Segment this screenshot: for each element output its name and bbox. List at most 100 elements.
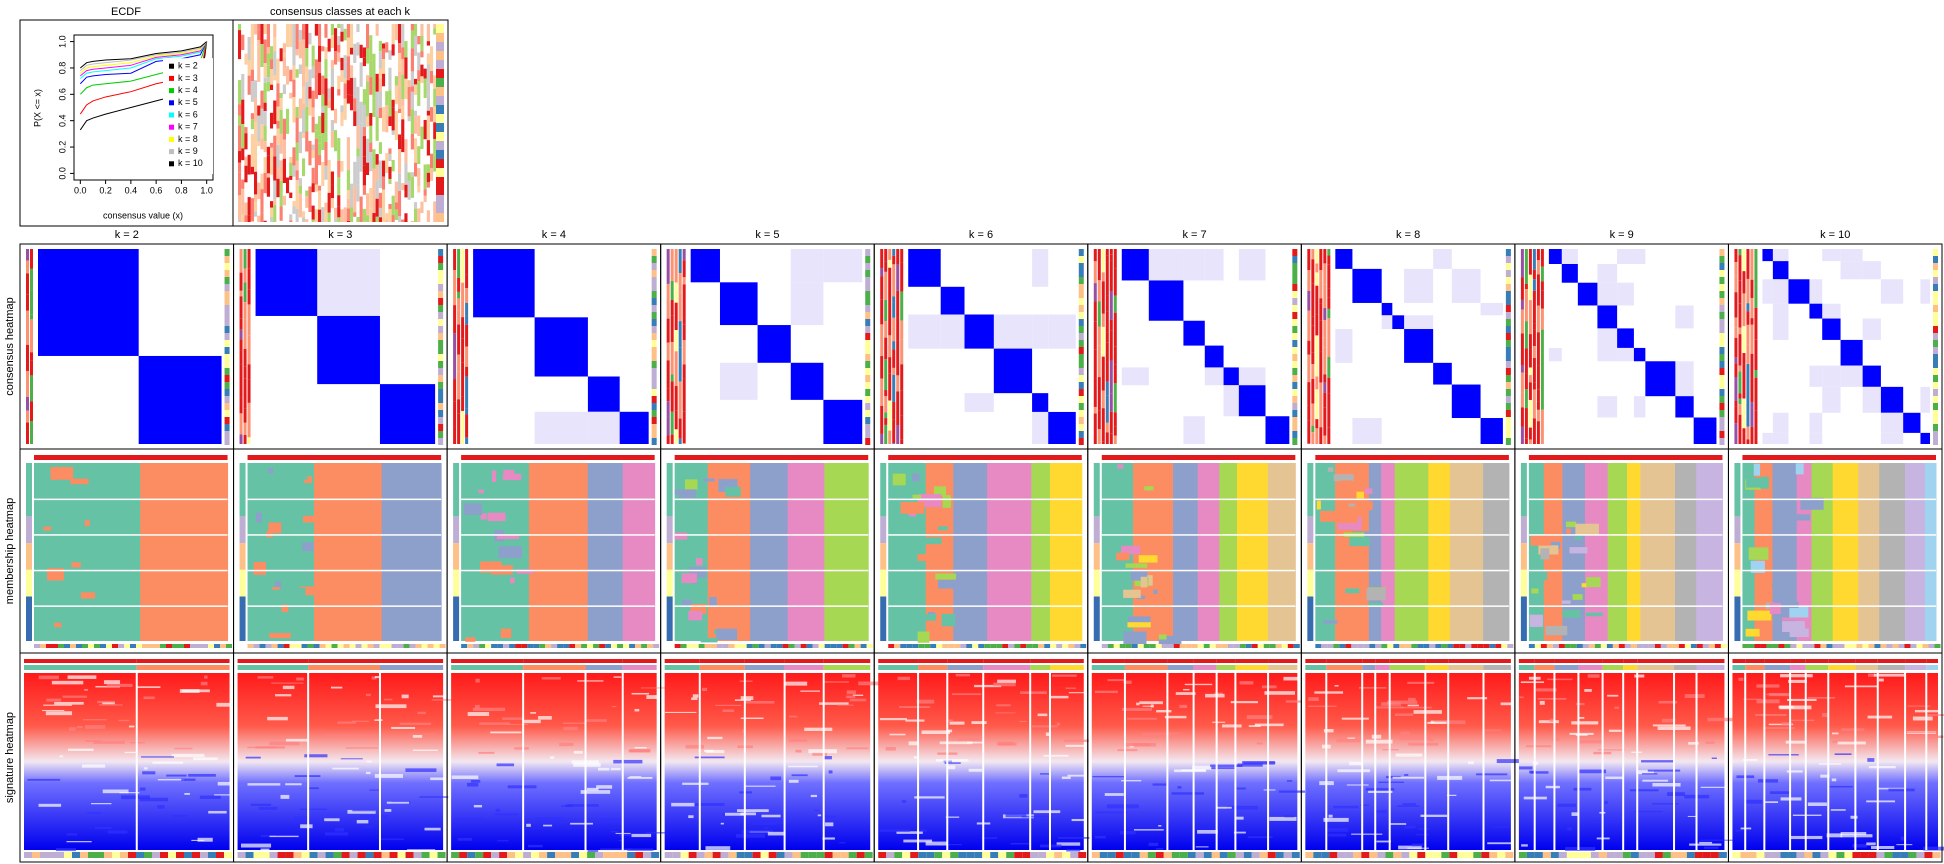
annotation-cell xyxy=(1093,249,1097,262)
sig-top xyxy=(1305,659,1327,663)
class-cell xyxy=(388,67,392,91)
class-cell xyxy=(350,54,354,66)
sig-noise xyxy=(736,819,748,821)
class-cell xyxy=(257,199,261,216)
sig-bottom xyxy=(1099,852,1108,858)
class-cell xyxy=(298,118,302,132)
sig-split xyxy=(982,673,985,850)
class-cell xyxy=(327,88,331,100)
sig-noise xyxy=(1867,673,1876,677)
sig-noise xyxy=(1139,701,1163,705)
annotation-cell xyxy=(1292,354,1298,361)
annotation-cell xyxy=(896,425,900,444)
annotation-cell xyxy=(900,439,904,444)
member-band xyxy=(1696,463,1723,641)
bottom-annot xyxy=(1056,644,1063,648)
bottom-annot xyxy=(1119,644,1126,648)
annotation-cell xyxy=(670,280,674,301)
sig-noise xyxy=(1744,799,1763,804)
sig-class xyxy=(1764,665,1791,670)
class-cell xyxy=(414,35,418,56)
class-cell xyxy=(372,35,376,54)
class-cell xyxy=(263,34,267,40)
class-annot xyxy=(436,24,444,33)
sig-noise xyxy=(573,762,601,767)
annotation-cell xyxy=(1746,303,1750,312)
bottom-annot xyxy=(563,644,570,648)
bottom-annot xyxy=(734,644,741,648)
sig-noise xyxy=(179,689,200,693)
bottom-annot xyxy=(824,644,831,648)
bottom-annot xyxy=(1411,644,1418,648)
class-cell xyxy=(273,51,277,76)
sig-top xyxy=(1375,659,1390,663)
sig-class xyxy=(1578,665,1603,670)
legend-swatch xyxy=(169,112,174,118)
sig-top xyxy=(1674,659,1697,663)
annotation-cell xyxy=(1311,259,1315,271)
class-cell xyxy=(263,102,267,112)
sig-split xyxy=(378,673,381,850)
bottom-annot xyxy=(1588,644,1595,648)
member-noise xyxy=(1357,516,1362,527)
bottom-annot xyxy=(1678,644,1685,648)
sig-class xyxy=(1534,665,1555,670)
sig-noise xyxy=(1192,765,1212,770)
annotation-cell xyxy=(888,267,892,302)
off-block xyxy=(317,249,380,316)
off-block xyxy=(993,314,1033,349)
bottom-annot xyxy=(1928,644,1935,648)
sig-noise xyxy=(1576,702,1585,706)
sig-noise xyxy=(1019,720,1027,723)
class-cell xyxy=(382,86,386,108)
member-noise xyxy=(1530,535,1551,546)
annotation-cell xyxy=(1750,249,1754,280)
sig-noise xyxy=(204,675,208,679)
sig-noise xyxy=(91,803,112,805)
class-cell xyxy=(334,64,338,88)
member-noise xyxy=(938,526,948,531)
annotation-cell xyxy=(1520,372,1524,393)
annotation-cell xyxy=(1292,382,1298,389)
off-block xyxy=(1404,315,1434,330)
class-cell xyxy=(302,185,306,212)
top-bar xyxy=(1528,455,1723,460)
bottom-annot xyxy=(1167,644,1174,648)
annotation-cell xyxy=(651,403,657,410)
class-cell xyxy=(334,177,338,191)
class-cell xyxy=(414,84,418,95)
class-cell xyxy=(270,201,274,208)
class-cell xyxy=(247,154,251,175)
sig-split xyxy=(1763,673,1766,850)
bottom-annot xyxy=(461,644,468,648)
bottom-annot xyxy=(527,644,534,648)
class-cell xyxy=(340,24,344,32)
off-block xyxy=(1880,412,1904,433)
sig-bottom xyxy=(301,852,310,858)
annotation-cell xyxy=(1540,281,1544,291)
sig-bottom xyxy=(1259,852,1268,858)
ecdf-line xyxy=(79,41,208,74)
bottom-annot xyxy=(1784,644,1791,648)
member-noise xyxy=(1325,573,1335,580)
sig-noise xyxy=(996,704,1011,707)
sig-top xyxy=(1483,659,1511,663)
class-cell xyxy=(410,149,414,173)
class-cell xyxy=(263,172,267,194)
sig-noise xyxy=(1536,688,1557,692)
sig-bottom xyxy=(1558,852,1567,858)
annotation-cell xyxy=(1307,310,1311,341)
bottom-annot xyxy=(1038,644,1045,648)
annotation-cell xyxy=(1078,263,1084,270)
class-cell xyxy=(420,213,424,222)
sig-class xyxy=(947,665,984,670)
member-noise xyxy=(487,512,506,522)
sig-noise xyxy=(1608,729,1622,732)
bottom-annot xyxy=(367,644,374,648)
sig-noise xyxy=(1446,794,1457,796)
class-cell xyxy=(337,160,341,178)
class-cell xyxy=(394,76,398,86)
bottom-annot xyxy=(1465,644,1472,648)
annotation-cell xyxy=(666,416,670,436)
bottom-annot xyxy=(848,644,855,648)
